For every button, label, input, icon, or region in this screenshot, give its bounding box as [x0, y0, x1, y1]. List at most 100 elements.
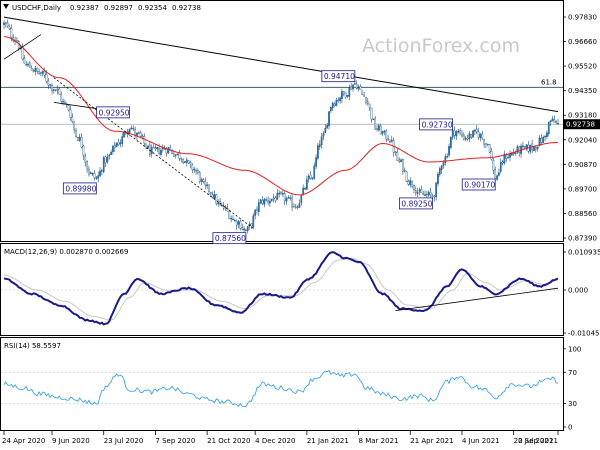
candle-body: [344, 92, 347, 98]
candle-body: [294, 206, 297, 208]
candle-body: [313, 165, 316, 179]
candle-body: [431, 195, 434, 197]
candle-body: [488, 144, 491, 153]
macd-y-tick-label: 0.010935: [568, 249, 600, 257]
collapse-triangle-icon[interactable]: [3, 4, 9, 9]
candle-body: [492, 160, 495, 171]
candle-body: [479, 133, 482, 138]
candle-body: [459, 130, 461, 134]
candle-body: [256, 208, 258, 211]
candle-body: [89, 172, 92, 174]
candle-body: [291, 197, 293, 208]
candle-body: [38, 71, 40, 74]
candle-body: [289, 197, 292, 199]
candle-body: [474, 129, 476, 132]
last-price-label: 0.92738: [566, 121, 595, 129]
candle-body: [158, 147, 160, 154]
candle-body: [512, 152, 515, 155]
candle-body: [287, 197, 290, 199]
candle-body: [128, 129, 131, 133]
candle-body: [322, 133, 325, 137]
candle-body: [230, 217, 232, 220]
candle-body: [25, 63, 28, 66]
candle-body: [224, 206, 227, 208]
macd-y-tick-label: 0.000: [568, 287, 588, 295]
candle-body: [346, 95, 349, 97]
candle-body: [368, 103, 371, 108]
candle-body: [93, 173, 96, 178]
candle-body: [298, 203, 301, 208]
candle-body: [261, 199, 264, 204]
candle-body: [320, 136, 323, 146]
candle-body: [176, 153, 179, 155]
candle-body: [435, 182, 437, 198]
candle-body: [241, 227, 244, 230]
x-tick-label: 21 Jan 2021: [307, 437, 349, 445]
candle-body: [505, 154, 508, 159]
price-annotation-box: [62, 182, 97, 195]
candle-body: [350, 86, 353, 90]
candle-body: [372, 118, 375, 121]
candle-body: [119, 142, 122, 145]
candle-body: [215, 194, 218, 204]
candle-body: [522, 145, 524, 147]
candle-body: [450, 136, 452, 148]
candle-body: [383, 130, 386, 133]
price-annotation: 0.92730: [422, 120, 453, 129]
candle-body: [17, 41, 20, 49]
candle-body: [226, 207, 229, 212]
candle-body: [448, 146, 450, 156]
candle-body: [390, 139, 393, 142]
candle-body: [339, 97, 341, 102]
candle-body: [117, 142, 120, 146]
x-tick-label: 2 Sep 2021: [518, 437, 558, 445]
candle-body: [91, 172, 94, 175]
candle-body: [10, 28, 13, 38]
header-open: 0.92387: [70, 4, 99, 12]
candle-body: [483, 139, 485, 145]
candle-body: [233, 219, 236, 222]
x-tick-label: 4 Dec 2020: [255, 437, 295, 445]
rsi-y-tick-label: 0: [568, 424, 572, 432]
x-tick-label: 21 Apr 2021: [410, 437, 453, 445]
candle-body: [217, 202, 220, 205]
candle-body: [509, 153, 511, 158]
candle-body: [503, 153, 506, 164]
macd-panel-frame: [0, 243, 564, 336]
rsi-panel-frame: [0, 337, 564, 431]
candle-body: [525, 144, 528, 149]
candle-body: [167, 147, 170, 154]
candle-body: [324, 128, 327, 133]
header-high: 0.92897: [104, 4, 133, 12]
candle-body: [376, 128, 378, 130]
candle-body: [355, 83, 358, 90]
candle-body: [47, 80, 50, 86]
candle-body: [171, 149, 173, 154]
candle-body: [398, 159, 401, 162]
candle-body: [204, 181, 207, 186]
candle-body: [442, 162, 445, 166]
rsi-y-tick-label: 70: [568, 369, 577, 377]
candle-body: [152, 147, 155, 149]
candle-body: [475, 128, 478, 133]
candle-body: [311, 177, 314, 180]
price-y-tick-label: 0.94350: [568, 87, 597, 95]
candle-body: [553, 119, 556, 123]
candle-body: [82, 145, 85, 156]
price-annotation: 0.89980: [65, 184, 96, 193]
candle-body: [174, 154, 177, 156]
candle-body: [477, 131, 480, 138]
candle-body: [178, 153, 181, 159]
candle-body: [420, 189, 423, 193]
candle-body: [555, 121, 557, 123]
rsi-y-tick-label: 100: [568, 345, 581, 353]
candle-body: [180, 158, 183, 160]
candle-body: [366, 101, 369, 104]
candle-body: [101, 170, 103, 172]
candle-body: [189, 162, 192, 165]
candle-body: [385, 130, 388, 140]
candle-body: [115, 143, 118, 148]
candle-body: [104, 156, 107, 163]
candle-body: [352, 84, 354, 90]
